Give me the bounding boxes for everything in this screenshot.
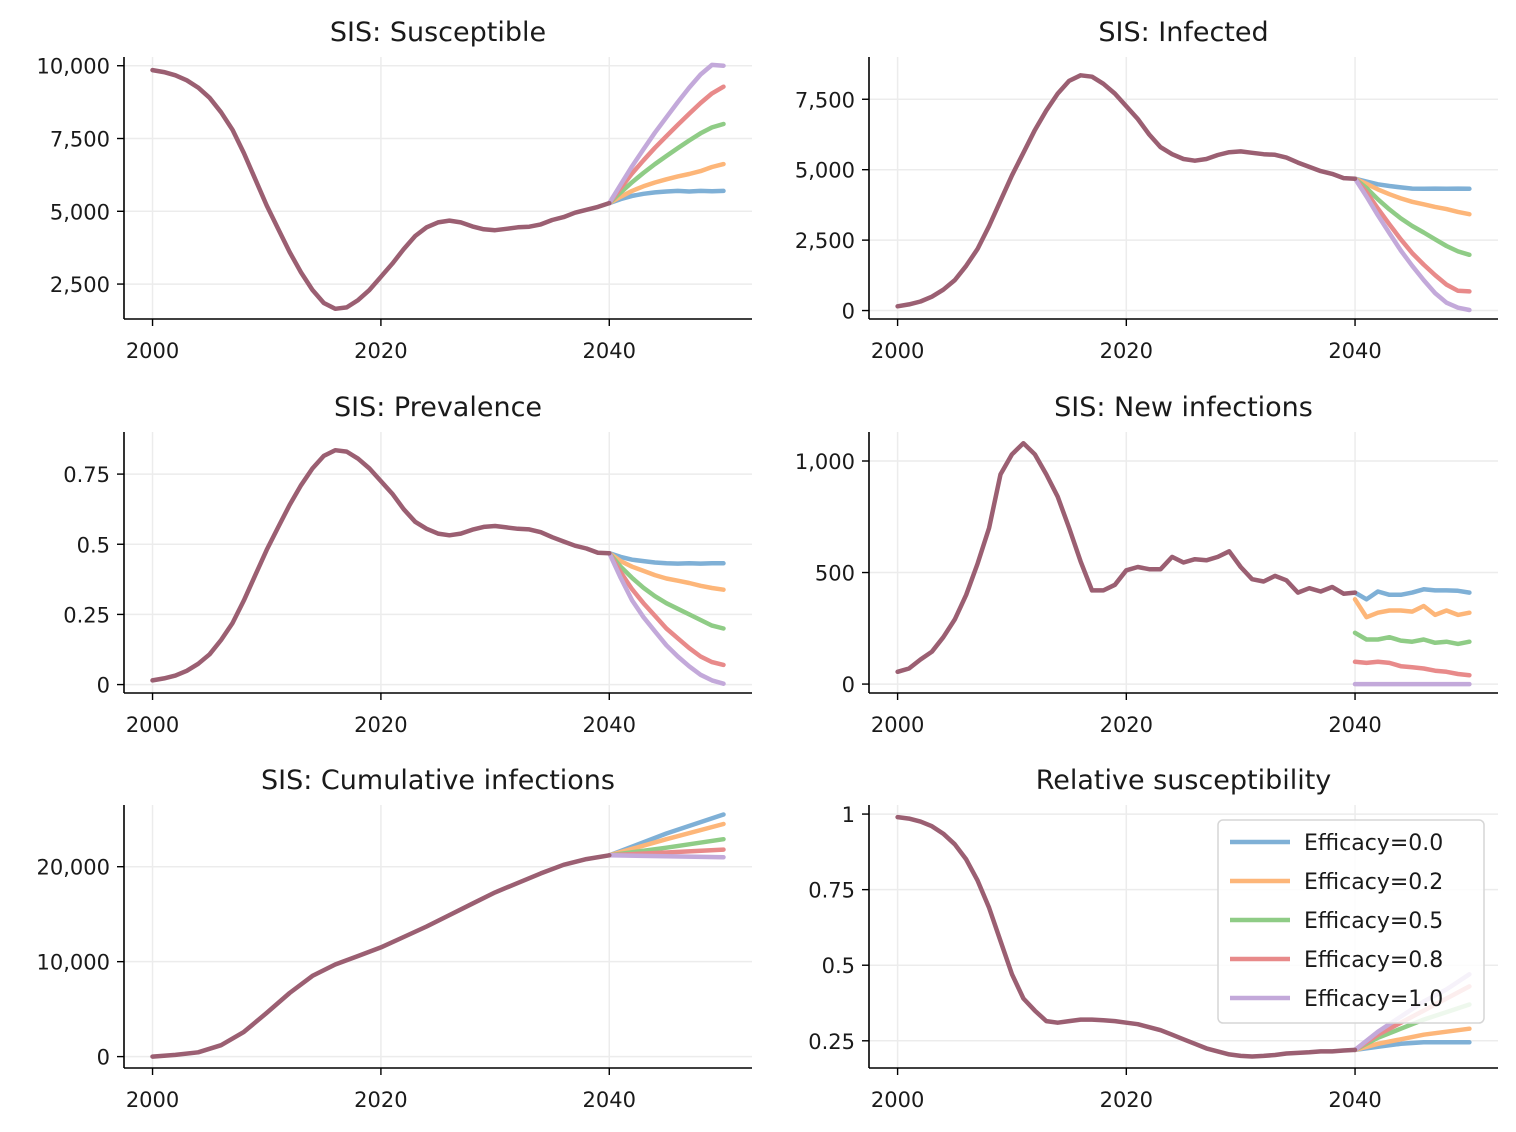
legend: Efficacy=0.0 Efficacy=0.2 Efficacy=0.5 Effi…	[1217, 819, 1485, 1024]
x-tick-label: 2040	[583, 1088, 636, 1112]
x-tick-label: 2020	[1100, 1088, 1153, 1112]
y-tick-label: 10,000	[37, 55, 110, 79]
series-line-efficacy-1-0	[1352, 176, 1472, 313]
x-tick-label: 2020	[354, 1088, 407, 1112]
y-tick-label: 1	[842, 803, 855, 827]
panel-title: SIS: Susceptible	[330, 17, 546, 48]
legend-label: Efficacy=0.8	[1304, 948, 1443, 973]
y-tick-label: 0	[97, 1046, 110, 1070]
legend-label: Efficacy=0.2	[1304, 870, 1443, 895]
y-tick-label: 0.5	[822, 954, 855, 978]
series-line-efficacy-0-0	[1352, 1040, 1472, 1053]
y-tick-label: 500	[815, 562, 855, 586]
x-tick-label: 2020	[1100, 713, 1153, 737]
series-line-efficacy-0-0	[607, 550, 726, 566]
y-tick-label: 2,500	[50, 273, 110, 297]
y-tick-label: 5,000	[50, 200, 110, 224]
panel-title: SIS: Prevalence	[334, 392, 542, 423]
series-line-efficacy-0-5	[607, 550, 726, 631]
y-tick-label: 0	[842, 673, 855, 697]
panel-1: 2000 2020 2040 2,500 5,000 7,500 10,000 SIS: Su…	[37, 17, 752, 363]
shared-history-line	[150, 853, 612, 1059]
shared-history-line	[895, 73, 1358, 309]
series-line-efficacy-0-8	[1352, 659, 1472, 678]
series-line-efficacy-1-0	[607, 550, 726, 686]
series-line-efficacy-0-2	[607, 161, 726, 206]
panel-2: 2000 2020 2040 0 2,500 5,000 7,500 SIS: Infecte…	[795, 17, 1498, 363]
shared-history-line	[150, 447, 612, 683]
series-line-efficacy-0-2	[1352, 176, 1472, 217]
y-tick-label: 5,000	[795, 159, 855, 183]
x-tick-label: 2000	[126, 339, 179, 363]
legend-label: Efficacy=0.5	[1304, 909, 1443, 934]
panel-6: 2000 2020 2040 0.25 0.5 0.75 1 Relative suscept…	[808, 765, 1498, 1112]
x-tick-label: 2020	[354, 339, 407, 363]
shared-history-line	[150, 67, 612, 312]
x-tick-label: 2040	[1328, 713, 1381, 737]
series-line-efficacy-0-5	[607, 121, 726, 206]
y-tick-label: 7,500	[795, 88, 855, 112]
y-tick-label: 0.75	[808, 879, 855, 903]
panel-5: 2000 2020 2040 0 10,000 20,000 SIS: Cumulative…	[37, 765, 752, 1112]
y-tick-label: 1,000	[795, 450, 855, 474]
panel-title: Relative susceptibility	[1036, 765, 1332, 796]
series-line-efficacy-0-8	[607, 550, 726, 668]
series-line-efficacy-1-0	[607, 853, 726, 860]
x-tick-label: 2020	[1100, 339, 1153, 363]
x-tick-label: 2040	[583, 713, 636, 737]
y-tick-label: 20,000	[37, 856, 110, 880]
x-tick-label: 2040	[1328, 1088, 1381, 1112]
x-tick-label: 2000	[871, 339, 924, 363]
x-tick-label: 2040	[1328, 339, 1381, 363]
y-tick-label: 7,500	[50, 128, 110, 152]
x-tick-label: 2000	[126, 1088, 179, 1112]
y-tick-label: 0.75	[63, 463, 110, 487]
series-line-efficacy-0-8	[607, 84, 726, 206]
y-tick-label: 10,000	[37, 951, 110, 975]
series-line-efficacy-0-5	[1352, 630, 1472, 647]
shared-history-line	[895, 814, 1358, 1059]
shared-history-line	[895, 440, 1358, 675]
panel-4: 2000 2020 2040 0 500 1,000 SIS: New infections	[795, 392, 1498, 737]
series-line-efficacy-0-0	[1352, 587, 1472, 602]
x-tick-label: 2040	[583, 339, 636, 363]
series-line-efficacy-0-2	[607, 821, 726, 858]
y-tick-label: 0.25	[63, 603, 110, 627]
series-line-efficacy-0-2	[1352, 597, 1472, 620]
legend-box	[1217, 819, 1485, 1024]
x-tick-label: 2000	[871, 713, 924, 737]
panel-title: SIS: New infections	[1054, 392, 1313, 423]
y-tick-label: 0.25	[808, 1030, 855, 1054]
y-tick-label: 0	[842, 300, 855, 324]
series-line-efficacy-0-2	[1352, 1026, 1472, 1053]
y-tick-label: 0.5	[77, 533, 110, 557]
panel-title: SIS: Cumulative infections	[261, 765, 615, 796]
legend-label: Efficacy=1.0	[1304, 987, 1443, 1012]
series-line-efficacy-0-0	[1352, 176, 1472, 192]
series-line-efficacy-0-8	[1352, 176, 1472, 294]
y-tick-label: 0	[97, 674, 110, 698]
x-tick-label: 2000	[126, 713, 179, 737]
panel-3: 2000 2020 2040 0 0.25 0.5 0.75 SIS: Prevalence	[63, 392, 752, 737]
y-tick-label: 2,500	[795, 229, 855, 253]
series-line-efficacy-0-2	[607, 550, 726, 592]
x-tick-label: 2000	[871, 1088, 924, 1112]
series-line-efficacy-0-0	[607, 188, 726, 206]
series-line-efficacy-0-5	[1352, 176, 1472, 258]
series-line-efficacy-1-0	[607, 62, 726, 206]
panel-title: SIS: Infected	[1098, 17, 1268, 48]
x-tick-label: 2020	[354, 713, 407, 737]
legend-label: Efficacy=0.0	[1304, 831, 1443, 856]
